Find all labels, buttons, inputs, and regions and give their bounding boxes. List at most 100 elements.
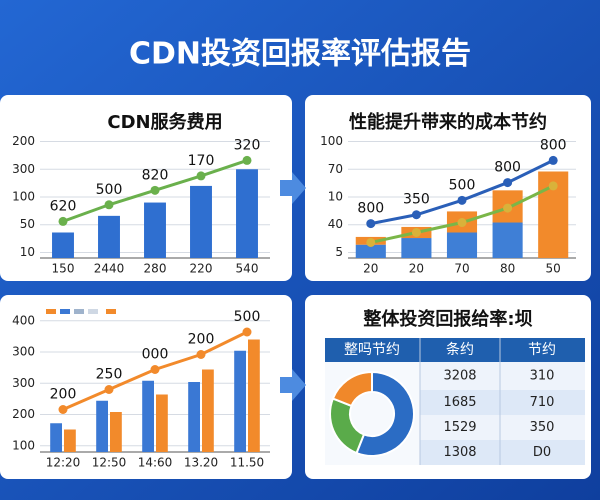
- table-cell: 710: [530, 395, 555, 410]
- table-cell: 1308: [443, 445, 476, 460]
- swatch: [60, 309, 70, 314]
- x-tick-label: 540: [236, 262, 259, 276]
- line-marker: [196, 350, 206, 359]
- line-marker: [150, 365, 160, 374]
- line-marker: [58, 405, 68, 414]
- y-tick-label: 5: [335, 245, 343, 259]
- bar: [156, 394, 168, 452]
- table-row: [420, 390, 585, 415]
- line-marker: [503, 203, 513, 213]
- bar: [144, 202, 166, 258]
- x-tick-label: 280: [144, 262, 167, 276]
- table-cell: 310: [530, 369, 555, 384]
- annotation: 500: [449, 177, 476, 193]
- line-marker: [411, 210, 421, 220]
- line-marker: [548, 181, 558, 191]
- x-tick-label: 14:60: [138, 456, 173, 470]
- annotation: 250: [96, 367, 123, 383]
- table-cell: 1529: [443, 420, 476, 435]
- donut-slice: [331, 370, 373, 408]
- line-marker: [548, 155, 558, 165]
- y-tick-label: 300: [12, 162, 35, 176]
- line-marker: [150, 185, 160, 195]
- bar: [236, 169, 258, 258]
- line-marker: [242, 327, 252, 337]
- x-tick-label: 70: [454, 262, 469, 276]
- table-cell: 1685: [443, 395, 476, 410]
- y-tick-label: 50: [20, 217, 35, 231]
- bar: [64, 429, 76, 452]
- bar: [110, 412, 122, 452]
- y-tick-label: 200: [12, 134, 35, 148]
- line-marker: [366, 237, 376, 247]
- line-marker: [104, 200, 114, 210]
- line-marker: [196, 171, 206, 181]
- bar-segment: [401, 238, 432, 258]
- bar: [98, 215, 120, 258]
- y-tick-label: 200: [12, 407, 35, 421]
- table-title: 整体投资回报给率:坝: [362, 308, 532, 330]
- line-marker: [457, 218, 467, 228]
- bar: [50, 423, 62, 452]
- line-marker: [503, 178, 513, 188]
- x-tick-label: 2440: [94, 262, 125, 276]
- y-tick-label: 10: [328, 190, 343, 204]
- y-tick-label: 400: [12, 313, 35, 327]
- x-tick-label: 220: [190, 262, 213, 276]
- line-marker: [411, 227, 421, 237]
- swatch: [74, 309, 84, 314]
- annotation: 000: [142, 347, 169, 363]
- line-marker: [366, 219, 376, 229]
- arrow: [280, 369, 306, 401]
- table-header-cell: 节约: [528, 342, 556, 358]
- bar: [52, 232, 74, 258]
- y-tick-label: 10: [20, 245, 35, 259]
- bar: [248, 339, 260, 452]
- x-tick-label: 20: [363, 262, 378, 276]
- table-cell: 350: [530, 420, 555, 435]
- table-header-cell: 整吗节约: [344, 342, 400, 358]
- y-tick-label: 70: [328, 162, 343, 176]
- chart-title: 性能提升带来的成本节约: [349, 111, 547, 133]
- annotation: 800: [540, 137, 567, 153]
- annotation: 200: [50, 387, 77, 403]
- x-tick-label: 12:20: [46, 456, 81, 470]
- x-tick-label: 150: [52, 262, 75, 276]
- annotation: 500: [234, 309, 261, 325]
- y-tick-label: 100: [12, 190, 35, 204]
- annotation: 500: [96, 182, 123, 198]
- x-tick-label: 13.20: [184, 456, 218, 470]
- y-tick-label: 300: [12, 345, 35, 359]
- page-title: CDN投资回报率评估报告: [129, 37, 471, 72]
- x-tick-label: 80: [500, 262, 515, 276]
- bar-segment: [446, 232, 478, 258]
- y-tick-label: 300: [12, 376, 35, 390]
- table-cell: 3208: [443, 369, 476, 384]
- arrow: [280, 172, 306, 204]
- annotation: 320: [234, 137, 261, 153]
- chart-title: CDN服务费用: [107, 111, 222, 133]
- table-row: [420, 362, 585, 390]
- annotation: 200: [188, 332, 215, 348]
- x-tick-label: 50: [546, 262, 561, 276]
- line-marker: [457, 195, 467, 205]
- bar-segment: [355, 244, 386, 258]
- table-header: [325, 338, 585, 362]
- y-tick-label: 100: [320, 134, 343, 148]
- swatch: [88, 309, 98, 314]
- y-tick-label: 40: [328, 217, 343, 231]
- bar: [188, 382, 200, 452]
- y-tick-label: 100: [12, 438, 35, 452]
- table-header-cell: 条约: [446, 341, 474, 358]
- table-row: [420, 415, 585, 440]
- line-marker: [242, 155, 252, 165]
- bar: [234, 350, 246, 452]
- annotation: 800: [494, 160, 521, 176]
- annotation: 350: [403, 192, 430, 208]
- table-cell: D0: [533, 445, 551, 460]
- swatch: [106, 309, 116, 314]
- x-tick-label: 20: [409, 262, 424, 276]
- line-marker: [58, 216, 68, 226]
- bar: [190, 185, 212, 258]
